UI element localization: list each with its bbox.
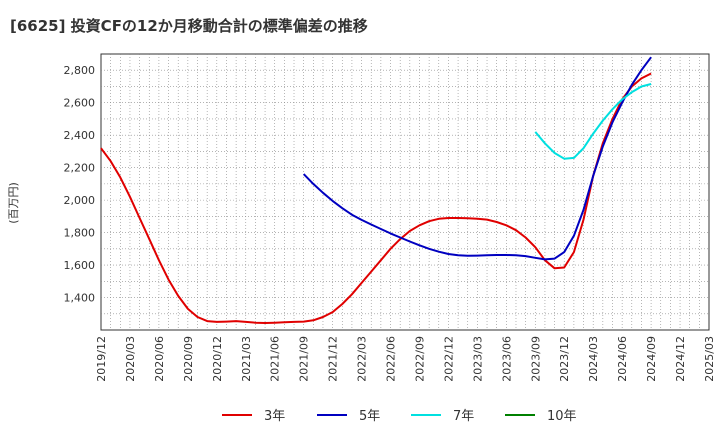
x-tick-label: 2023/03 xyxy=(471,336,484,382)
x-tick-label: 2021/09 xyxy=(298,336,311,382)
x-tick-label: 2024/06 xyxy=(616,336,629,382)
y-tick-label: 1,600 xyxy=(64,259,96,272)
legend-label-3: 7年 xyxy=(453,409,474,424)
legend-label-2: 5年 xyxy=(359,409,380,424)
x-tick-label: 2019/12 xyxy=(95,336,108,382)
x-tick-label: 2022/06 xyxy=(385,336,398,382)
y-tick-label: 1,800 xyxy=(64,227,96,240)
x-tick-label: 2024/03 xyxy=(587,336,600,382)
x-tick-label: 2023/06 xyxy=(500,336,513,382)
x-tick-label: 2022/09 xyxy=(413,336,426,382)
series-line-3 xyxy=(534,83,652,160)
x-tick-label: 2020/06 xyxy=(153,336,166,382)
x-tick-label: 2020/03 xyxy=(124,336,137,382)
x-tick-label: 2023/09 xyxy=(529,336,542,382)
legend-label-4: 10年 xyxy=(547,409,577,424)
series-line-1 xyxy=(100,72,652,324)
x-tick-label: 2022/12 xyxy=(442,336,455,382)
series-lines xyxy=(100,56,652,324)
y-tick-label: 2,400 xyxy=(64,129,96,142)
y-tick-label: 1,400 xyxy=(64,292,96,305)
x-axis-ticks: 2019/12 2020/03 2020/06 2020/09 2020/12 2021/… xyxy=(95,336,716,382)
x-tick-label: 2022/03 xyxy=(356,336,369,382)
plot-frame xyxy=(100,53,710,331)
y-tick-label: 2,800 xyxy=(64,64,96,77)
legend-label-1: 3年 xyxy=(264,409,285,424)
y-tick-label: 2,000 xyxy=(64,194,96,207)
x-tick-label: 2020/09 xyxy=(182,336,195,382)
grid-lines xyxy=(101,54,709,330)
x-tick-label: 2025/03 xyxy=(703,336,716,382)
y-axis-ticks: 1,400 1,600 1,800 2,000 2,200 2,400 2,600 2,800 xyxy=(64,64,96,304)
y-tick-label: 2,600 xyxy=(64,97,96,110)
x-tick-label: 2024/09 xyxy=(645,336,658,382)
plot-background xyxy=(100,53,710,331)
x-tick-label: 2020/12 xyxy=(211,336,224,382)
y-axis-label: (百万円) xyxy=(7,182,20,224)
legend: 3年 5年 7年 10年 xyxy=(222,409,577,424)
x-tick-label: 2021/06 xyxy=(269,336,282,382)
series-line-2 xyxy=(302,56,652,261)
x-tick-label: 2021/12 xyxy=(327,336,340,382)
x-tick-label: 2021/03 xyxy=(240,336,253,382)
x-tick-label: 2024/12 xyxy=(674,336,687,382)
chart-title: [6625] 投資CFの12か月移動合計の標準偏差の推移 xyxy=(10,17,368,35)
y-tick-label: 2,200 xyxy=(64,162,96,175)
x-tick-label: 2023/12 xyxy=(558,336,571,382)
